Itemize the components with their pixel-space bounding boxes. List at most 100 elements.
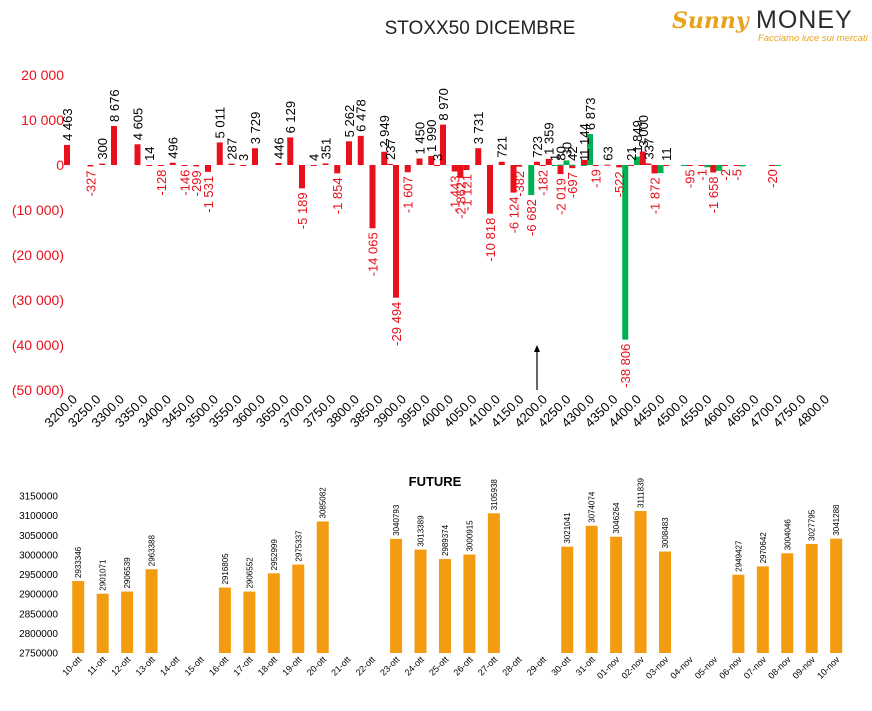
future-data-label: 2916805 — [221, 553, 230, 585]
oi-data-label: -2 — [718, 169, 733, 181]
oi-bar — [193, 165, 200, 167]
future-bar — [610, 536, 623, 653]
oi-bar — [369, 165, 376, 229]
oi-bar — [563, 160, 570, 165]
oi-data-label: -1 531 — [201, 176, 216, 213]
future-bar — [781, 553, 794, 653]
oi-bar — [334, 165, 341, 174]
oi-bar — [739, 165, 746, 167]
future-data-label: 2952999 — [270, 539, 279, 571]
future-data-label: 3085082 — [319, 487, 328, 519]
future-x-tick-label: 24-ott — [403, 654, 427, 678]
future-data-label: 3111839 — [637, 477, 646, 508]
future-x-tick-label: 27-ott — [476, 654, 500, 678]
oi-data-label: -95 — [683, 169, 698, 188]
oi-bar — [587, 134, 593, 165]
oi-y-tick-label: (40 000) — [12, 337, 64, 353]
oi-bar — [569, 164, 576, 166]
oi-data-label: 42 — [565, 146, 580, 160]
oi-bar — [710, 165, 717, 173]
future-x-tick-label: 01-nov — [595, 654, 622, 681]
oi-bar — [457, 165, 464, 178]
oi-bar — [510, 165, 517, 193]
oi-data-label: -1 607 — [401, 176, 416, 213]
future-data-label: 3008483 — [661, 517, 670, 549]
oi-data-label: 21 — [624, 146, 639, 160]
future-y-tick-label: 3100000 — [19, 511, 58, 522]
future-bar — [121, 591, 134, 653]
future-data-label: 3013389 — [417, 515, 426, 547]
chart-title: STOXX50 DICEMBRE — [384, 18, 576, 39]
oi-data-label: 14 — [142, 146, 157, 160]
oi-bar — [64, 144, 70, 165]
future-x-tick-label: 09-nov — [791, 654, 818, 681]
oi-data-label: -5 — [730, 169, 745, 181]
oi-bar — [299, 165, 305, 189]
oi-data-label: 3 000 — [636, 115, 651, 148]
future-bar — [292, 564, 305, 653]
future-x-tick-label: 05-nov — [693, 654, 720, 681]
future-x-tick-label: 13-ott — [134, 654, 158, 678]
oi-data-label: 6 129 — [283, 101, 298, 134]
oi-y-tick-label: (20 000) — [12, 247, 64, 263]
future-y-tick-label: 2900000 — [19, 590, 58, 601]
oi-data-label: 63 — [601, 146, 616, 160]
oi-data-label: -697 — [565, 172, 580, 198]
future-x-tick-label: 15-ott — [183, 654, 207, 678]
oi-bar — [663, 164, 670, 166]
oi-data-label: 4 — [307, 154, 322, 161]
oi-bar — [557, 164, 564, 166]
oi-bar — [528, 165, 535, 196]
future-x-tick-label: 18-ott — [256, 654, 280, 678]
oi-data-label: 1 849 — [630, 120, 645, 153]
oi-data-label: 1 — [548, 154, 563, 161]
sunny-money-logo: Sunny MONEY Facciamo luce sui mercati — [668, 6, 868, 46]
logo-brand-money: MONEY — [756, 6, 853, 34]
future-bar — [243, 591, 256, 653]
oi-data-label: 287 — [225, 138, 240, 160]
future-data-label: 2975337 — [294, 530, 303, 562]
future-x-tick-label: 11-ott — [85, 654, 108, 677]
oi-data-label: 300 — [95, 138, 110, 160]
oi-data-label: 3 — [236, 154, 251, 161]
future-data-label: 3041288 — [832, 504, 841, 536]
future-bar — [145, 569, 158, 653]
future-x-tick-label: 10-nov — [815, 654, 842, 681]
oi-bar — [622, 165, 629, 340]
future-data-label: 3021041 — [563, 512, 572, 544]
oi-data-label: 351 — [319, 138, 334, 160]
oi-data-label: -1 658 — [706, 176, 721, 213]
oi-bar — [569, 165, 576, 169]
oi-data-label: 2 949 — [377, 115, 392, 148]
future-data-labels: 2933346 2901071 2906539 2963388 2916805 29065… — [74, 477, 841, 590]
future-data-label: 2970642 — [759, 532, 768, 564]
oi-data-label: 446 — [272, 137, 287, 159]
oi-y-tick-label: (30 000) — [12, 292, 64, 308]
future-data-label: 3040793 — [392, 504, 401, 536]
future-x-tick-label: 22-ott — [354, 654, 378, 678]
future-bar — [487, 513, 500, 653]
oi-data-label: -1 — [695, 169, 710, 181]
future-data-label: 2906539 — [123, 557, 132, 589]
future-x-tick-label: 23-ott — [378, 654, 402, 678]
future-data-label: 2906552 — [245, 557, 254, 589]
oi-bar — [551, 164, 558, 166]
oi-bar — [451, 165, 458, 172]
oi-data-label: 237 — [383, 138, 398, 160]
future-data-label: 2949427 — [734, 540, 743, 572]
oi-bars — [64, 124, 781, 340]
oi-bar — [111, 125, 117, 165]
oi-bar — [252, 148, 258, 165]
future-bar — [96, 593, 109, 653]
future-y-tick-label: 2950000 — [19, 570, 58, 581]
future-x-tick-label: 28-ott — [500, 654, 524, 678]
future-bar — [218, 587, 231, 653]
oi-data-label: -38 806 — [618, 344, 633, 388]
future-x-tick-label: 20-ott — [305, 654, 329, 678]
oi-bar — [698, 165, 705, 166]
oi-data-label: 337 — [641, 138, 656, 160]
future-data-label: 2963388 — [148, 535, 157, 567]
open-interest-chart: 20 000 10 000 0 (10 000) (20 000) (30 000) (40… — [12, 67, 832, 430]
future-bar — [561, 546, 574, 653]
oi-data-label: 3 729 — [248, 112, 263, 145]
